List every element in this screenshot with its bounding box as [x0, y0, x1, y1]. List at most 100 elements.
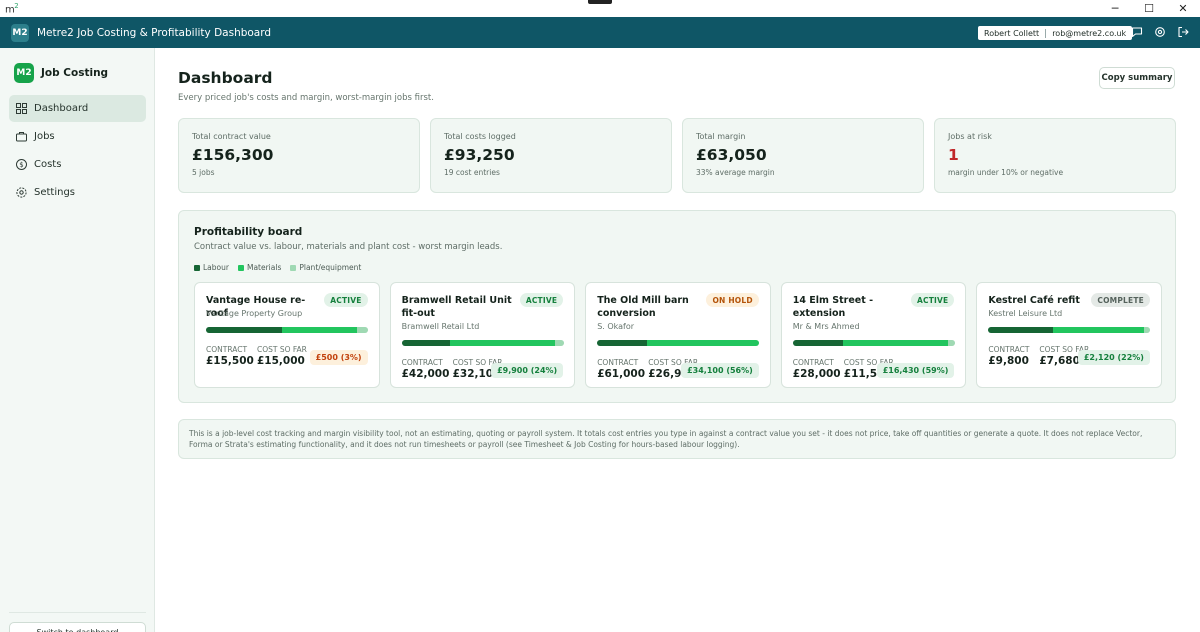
- sidebar-item-dashboard[interactable]: Dashboard: [9, 95, 146, 122]
- job-name: Vantage House re-roof: [206, 295, 306, 319]
- job-client: Vantage Property Group: [206, 309, 303, 318]
- job-card[interactable]: 14 Elm Street - extension ACTIVE Mr & Mrs …: [780, 282, 967, 388]
- sidebar: M2 Job Costing Dashboard Jobs $ Costs Se…: [0, 48, 155, 632]
- status-badge: ACTIVE: [324, 293, 368, 307]
- legend: Labour Materials Plant/equipment: [194, 263, 361, 272]
- labour-segment: [988, 327, 1054, 333]
- switch-dashboard-button[interactable]: Switch to dashboard: [9, 622, 146, 632]
- svg-text:$: $: [19, 161, 23, 169]
- margin-pill: £2,120 (22%): [1077, 350, 1150, 365]
- stat-value: £156,300: [192, 146, 274, 164]
- job-card[interactable]: Bramwell Retail Unit fit-out ACTIVE Bramwe…: [389, 282, 576, 388]
- page-title: Dashboard: [178, 69, 273, 87]
- main-content: Dashboard Every priced job's costs and m…: [156, 48, 1200, 632]
- close-window-button[interactable]: ✕: [1178, 2, 1188, 15]
- cost-breakdown-bar: [792, 340, 955, 346]
- os-notch: [588, 0, 612, 4]
- status-badge: ON HOLD: [706, 293, 759, 307]
- briefcase-icon: [16, 132, 27, 142]
- grid-icon: [16, 103, 27, 114]
- stat-label: Total costs logged: [444, 132, 516, 141]
- margin-pill: £500 (3%): [309, 350, 368, 365]
- page-subtitle: Every priced job's costs and margin, wor…: [178, 93, 434, 103]
- board-subtitle: Contract value vs. labour, materials and…: [194, 242, 503, 252]
- window-controls: ─ ☐ ✕: [1098, 0, 1200, 17]
- stat-card-costs: Total costs logged £93,250 19 cost entri…: [430, 118, 672, 193]
- plant-segment: [356, 327, 368, 333]
- user-pill[interactable]: Robert Collett rob@metre2.co.uk: [978, 26, 1133, 40]
- job-card[interactable]: The Old Mill barn conversion ON HOLD S. Ok…: [585, 282, 771, 388]
- os-app-logo: m2: [5, 1, 19, 16]
- pound-icon: $: [16, 159, 27, 170]
- app-logo: M2: [11, 23, 29, 42]
- materials-segment: [843, 340, 949, 346]
- sidebar-item-label: Jobs: [34, 131, 55, 142]
- job-client: Bramwell Retail Ltd: [401, 322, 480, 331]
- sidebar-item-costs[interactable]: $ Costs: [9, 151, 146, 178]
- contract-figure: CONTRACT £28,000: [792, 358, 841, 380]
- maximize-button[interactable]: ☐: [1144, 2, 1154, 15]
- contract-figure: CONTRACT £9,800: [988, 345, 1030, 367]
- stat-value: 1: [948, 146, 959, 164]
- legend-swatch: [194, 264, 200, 271]
- sidebar-nav: Dashboard Jobs $ Costs Settings: [9, 95, 146, 207]
- materials-segment: [450, 340, 556, 346]
- labour-segment: [597, 340, 648, 346]
- chat-icon[interactable]: [1130, 25, 1144, 39]
- plant-segment: [555, 340, 564, 346]
- profitability-board: Profitability board Contract value vs. l…: [178, 210, 1176, 403]
- brand: M2 Job Costing: [14, 63, 108, 83]
- copy-summary-button[interactable]: Copy summary: [1099, 67, 1175, 89]
- labour-segment: [206, 327, 283, 333]
- stat-label: Total contract value: [192, 132, 271, 141]
- materials-segment: [647, 340, 760, 346]
- cost-breakdown-bar: [206, 327, 368, 333]
- user-pill-divider: [1045, 28, 1047, 38]
- margin-pill: £16,430 (59%): [876, 363, 955, 378]
- job-client: S. Okafor: [597, 322, 635, 331]
- stat-card-risk: Jobs at risk 1 margin under 10% or negat…: [934, 118, 1176, 193]
- margin-pill: £9,900 (24%): [491, 363, 564, 378]
- job-name: 14 Elm Street - extension: [792, 295, 874, 319]
- materials-segment: [282, 327, 357, 333]
- sidebar-item-settings[interactable]: Settings: [9, 179, 146, 206]
- sidebar-item-jobs[interactable]: Jobs: [9, 123, 146, 150]
- labour-segment: [792, 340, 843, 346]
- job-card[interactable]: Vantage House re-roof ACTIVE Vantage Prope…: [194, 282, 380, 388]
- plant-segment: [1143, 327, 1151, 333]
- cost-figure: COST SO FAR £7,680: [1039, 345, 1090, 367]
- stat-note: 5 jobs: [192, 168, 215, 177]
- sidebar-item-label: Settings: [34, 187, 76, 198]
- app-header: M2 Metre2 Job Costing & Profitability Da…: [0, 17, 1200, 48]
- job-name: The Old Mill barn conversion: [597, 295, 689, 319]
- cost-breakdown-bar: [597, 340, 760, 346]
- legend-item-materials: Materials: [237, 263, 281, 272]
- sidebar-item-label: Dashboard: [34, 103, 89, 114]
- job-client: Mr & Mrs Ahmed: [792, 322, 860, 331]
- labour-segment: [401, 340, 451, 346]
- legend-swatch: [237, 264, 244, 271]
- status-badge: ACTIVE: [911, 293, 955, 307]
- settings-icon[interactable]: [1153, 25, 1167, 39]
- job-card[interactable]: Kestrel Café refit COMPLETE Kestrel Leisur…: [976, 282, 1162, 388]
- user-email: rob@metre2.co.uk: [1052, 28, 1127, 38]
- board-title: Profitability board: [194, 226, 303, 238]
- minimize-button[interactable]: ─: [1111, 2, 1119, 15]
- logout-icon[interactable]: [1176, 25, 1190, 39]
- plant-segment: [948, 340, 955, 346]
- sidebar-item-label: Costs: [34, 159, 62, 170]
- margin-pill: £34,100 (56%): [681, 363, 759, 378]
- stat-value: £63,050: [696, 146, 767, 164]
- materials-segment: [1053, 327, 1144, 333]
- job-name: Kestrel Café refit: [988, 295, 1080, 306]
- job-client: Kestrel Leisure Ltd: [988, 309, 1063, 318]
- stats-row: Total contract value £156,300 5 jobs Tot…: [178, 118, 1176, 193]
- cost-breakdown-bar: [401, 340, 564, 346]
- brand-name: Job Costing: [41, 67, 109, 79]
- stat-note: 33% average margin: [696, 168, 775, 177]
- user-name: Robert Collett: [984, 28, 1040, 38]
- cost-figure: COST SO FAR £15,000: [257, 345, 307, 367]
- job-name: Bramwell Retail Unit fit-out: [401, 295, 512, 319]
- os-titlebar: m2 ─ ☐ ✕: [0, 0, 1200, 17]
- stat-note: margin under 10% or negative: [948, 168, 1064, 177]
